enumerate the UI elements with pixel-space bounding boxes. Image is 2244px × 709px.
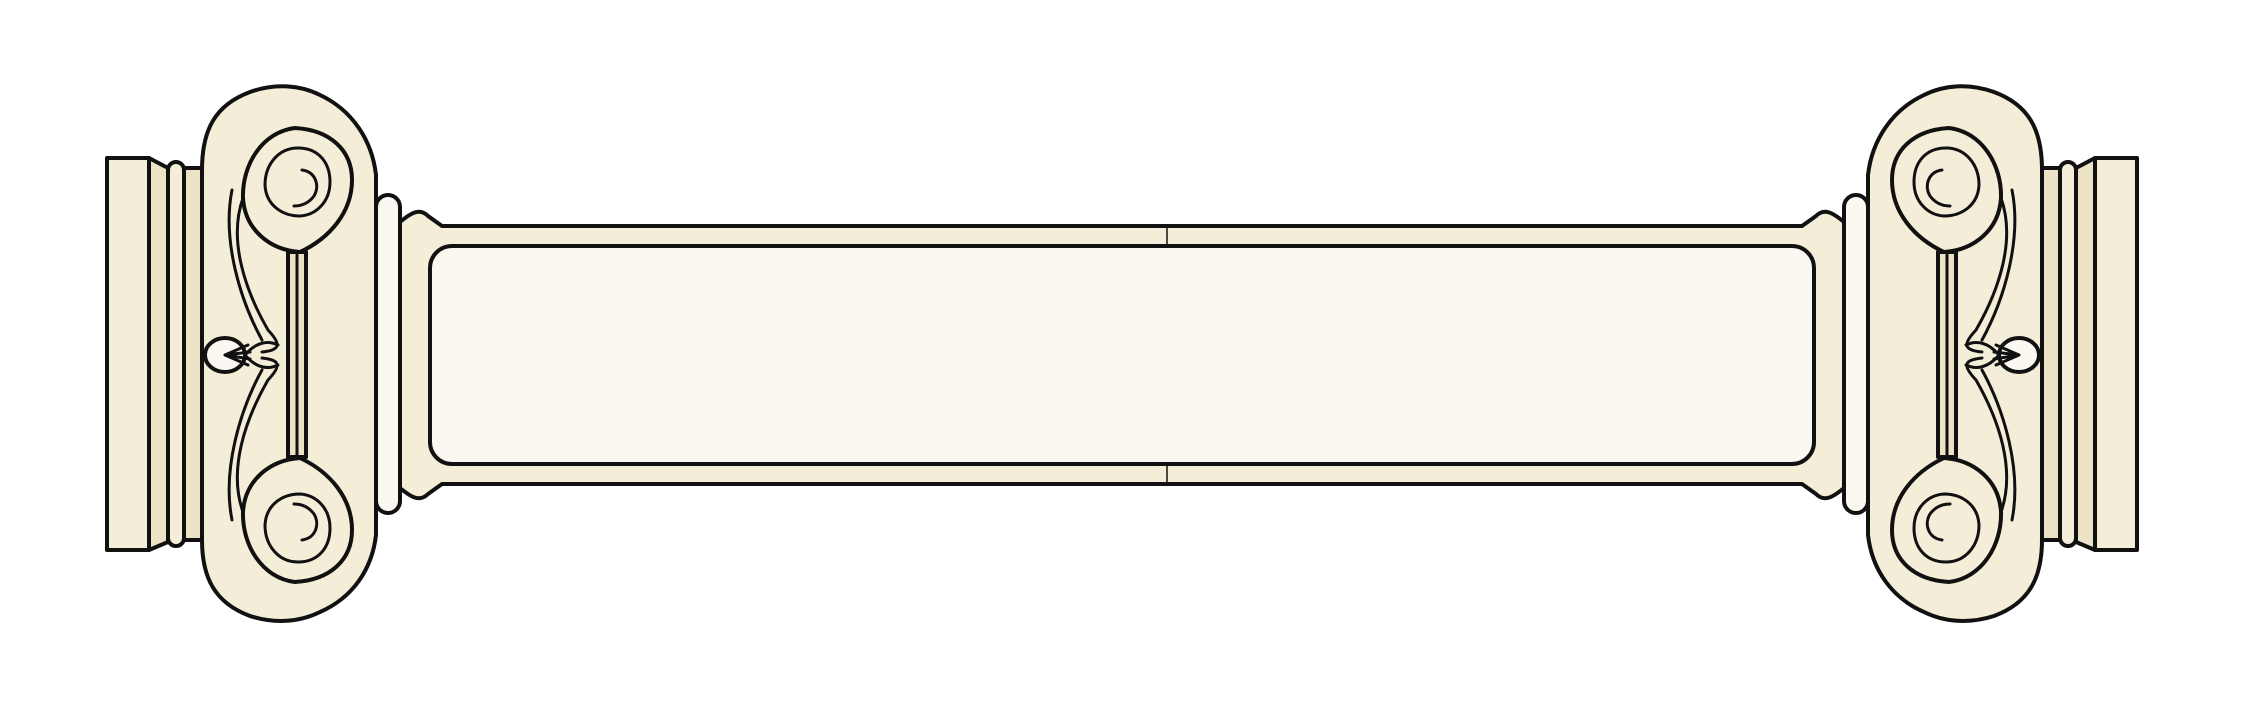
banner-bar	[398, 209, 1846, 501]
banner-label-panel	[428, 244, 1816, 466]
ionic-capital-right-icon	[1842, 84, 2139, 623]
ionic-capital-left-icon	[105, 84, 402, 623]
